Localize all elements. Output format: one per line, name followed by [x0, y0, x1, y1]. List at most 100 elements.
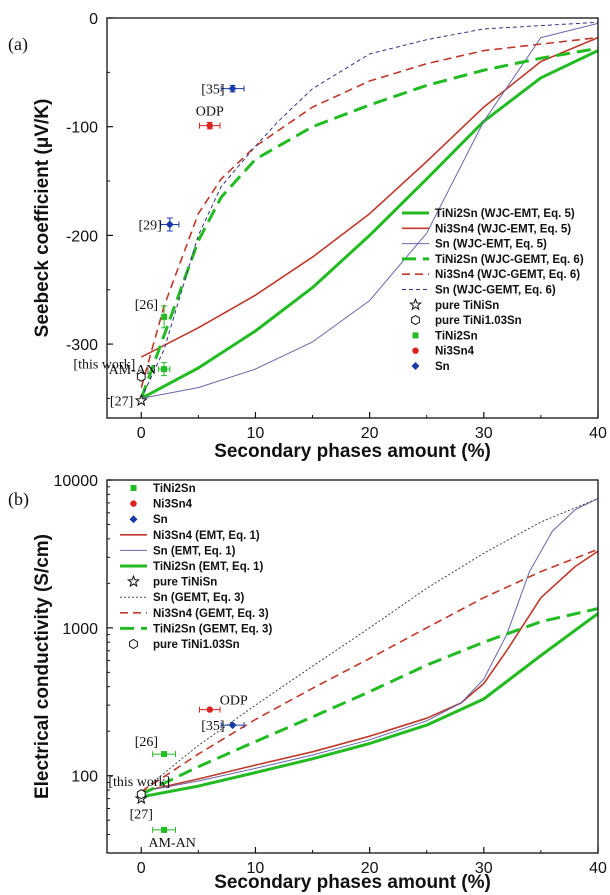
- point-label-1: [this work]: [108, 775, 170, 790]
- data-point-4: [206, 706, 213, 713]
- legend-marker-1: [130, 500, 137, 507]
- x-tick-label-3: 30: [475, 860, 493, 877]
- series-line-4: [140, 548, 598, 793]
- x-tick-label-1: 10: [247, 425, 265, 442]
- x-tick-label-0: 0: [137, 425, 146, 442]
- legend-marker-2: [129, 515, 138, 524]
- point-label-3: AM-AN: [109, 363, 156, 378]
- point-label-4: ODP: [196, 105, 224, 120]
- series-line-4: [140, 36, 598, 388]
- x-tick-label-3: 30: [475, 425, 493, 442]
- legend-label-1: Ni3Sn4 (WJC-EMT, Eq. 5): [435, 223, 571, 235]
- legend-label-9: Ni3Sn4: [435, 346, 475, 358]
- legend-label-6: pure TiNiSn: [153, 577, 217, 589]
- x-tick-label-1: 10: [247, 860, 265, 877]
- point-label-0: [27]: [130, 808, 153, 823]
- series-line-0: [140, 49, 598, 400]
- legend-label-7: Sn (GEMT, Eq. 3): [153, 592, 245, 604]
- legend-marker-10: [129, 638, 138, 650]
- y-tick-label-3: -300: [66, 337, 98, 354]
- series-group: [139, 21, 598, 400]
- legend-label-9: TiNi2Sn (GEMT, Eq. 3): [153, 623, 272, 635]
- y-tick-label-1: 1000: [62, 621, 98, 638]
- legend: TiNi2Sn (WJC-EMT, Eq. 5) Ni3Sn4 (WJC-EMT,…: [402, 208, 584, 373]
- y-tick-label-0: 0: [89, 11, 98, 28]
- data-point-4: [206, 122, 213, 129]
- data-point-1: [136, 789, 146, 800]
- series-line-5: [140, 607, 598, 796]
- legend-label-7: pure TiNi1.03Sn: [435, 315, 522, 327]
- data-point-2: [161, 313, 168, 320]
- panel-label: (a): [8, 34, 28, 55]
- series-line-3: [140, 498, 598, 792]
- point-label-4: ODP: [220, 694, 248, 709]
- y-axis-title: Seebeck coefficient (μV/K): [32, 99, 53, 338]
- legend-label-8: TiNi2Sn: [435, 330, 478, 342]
- series-line-2: [141, 612, 598, 799]
- legend-label-2: Sn (WJC-EMT, Eq. 5): [435, 239, 547, 251]
- series-line-0: [141, 550, 598, 793]
- legend-marker-9: [412, 347, 419, 354]
- data-point-5: [228, 721, 237, 730]
- point-label-5: [35]: [201, 719, 224, 734]
- legend-label-5: TiNi2Sn (EMT, Eq. 1): [153, 561, 263, 573]
- data-point-0: [134, 393, 148, 407]
- plot-frame: [106, 17, 599, 419]
- point-label-5: [35]: [201, 83, 224, 98]
- legend-label-10: pure TiNi1.03Sn: [153, 639, 240, 651]
- y-tick-label-2: 100: [71, 769, 98, 786]
- y-tick-label-0: 10000: [54, 473, 99, 490]
- legend-marker-7: [411, 315, 420, 326]
- y-tick-label-2: -200: [66, 228, 98, 245]
- data-point-2: [161, 751, 168, 758]
- legend-label-8: Ni3Sn4 (GEMT, Eq. 3): [153, 608, 269, 620]
- legend-label-6: pure TiNiSn: [435, 300, 499, 312]
- legend-label-0: TiNi2Sn: [153, 483, 196, 495]
- point-label-2: [26]: [135, 298, 158, 313]
- series-group: [140, 498, 598, 799]
- legend-marker-0: [130, 485, 137, 491]
- legend-label-4: Ni3Sn4 (WJC-GEMT, Eq. 6): [435, 269, 580, 281]
- point-label-6: [29]: [138, 219, 161, 234]
- series-line-2: [141, 22, 598, 399]
- panel-a-seebeck: (a) [27] [this work] [26] AM-AN ODP [35] [29] 0 1…: [8, 11, 607, 462]
- panel-label: (b): [8, 489, 29, 510]
- data-point-3: [161, 826, 168, 833]
- data-point-5: [228, 84, 237, 93]
- legend-label-5: Sn (WJC-GEMT, Eq. 6): [435, 285, 556, 297]
- series-line-1: [140, 36, 598, 358]
- legend-label-2: Sn: [153, 514, 168, 526]
- data-point-3: [161, 366, 168, 373]
- y-tick-label-1: -100: [66, 120, 98, 137]
- x-tick-label-2: 20: [361, 860, 379, 877]
- series-line-1: [141, 498, 598, 793]
- legend-label-1: Ni3Sn4: [153, 499, 193, 511]
- legend-marker-6: [408, 297, 423, 311]
- legend-marker-8: [412, 332, 419, 339]
- legend-label-4: Sn (EMT, Eq. 1): [153, 545, 236, 557]
- y-axis-title: Electrical conductivity (S/cm): [32, 534, 53, 799]
- data-point-1: [136, 371, 146, 382]
- plot-frame: [106, 479, 599, 854]
- legend-label-10: Sn: [435, 361, 450, 373]
- x-tick-label-4: 40: [589, 425, 607, 442]
- legend: TiNi2Sn Ni3Sn4 Sn Ni3Sn4 (EMT, Eq. 1) Sn (EM…: [120, 483, 272, 651]
- legend-label-3: Ni3Sn4 (EMT, Eq. 1): [153, 530, 260, 542]
- legend-marker-6: [126, 574, 141, 588]
- data-point-6: [165, 220, 174, 229]
- x-tick-label-0: 0: [137, 860, 146, 877]
- series-line-5: [140, 21, 598, 399]
- panel-b-conductivity: (b) [27] [this work] [26] AM-AN ODP [35] 0 10 20 3…: [8, 473, 607, 893]
- x-axis-title: Secondary phases amount (%): [214, 441, 491, 462]
- legend-marker-10: [411, 362, 420, 370]
- x-axis-title: Secondary phases amount (%): [214, 872, 491, 893]
- point-label-1: [this work]: [73, 358, 135, 373]
- x-tick-label-2: 20: [361, 425, 379, 442]
- legend-label-0: TiNi2Sn (WJC-EMT, Eq. 5): [435, 208, 575, 220]
- x-tick-label-4: 40: [589, 860, 607, 877]
- point-label-3: AM-AN: [148, 836, 195, 851]
- point-label-2: [26]: [135, 735, 158, 750]
- legend-label-3: TiNi2Sn (WJC-GEMT, Eq. 6): [435, 254, 584, 266]
- point-label-0: [27]: [110, 395, 133, 410]
